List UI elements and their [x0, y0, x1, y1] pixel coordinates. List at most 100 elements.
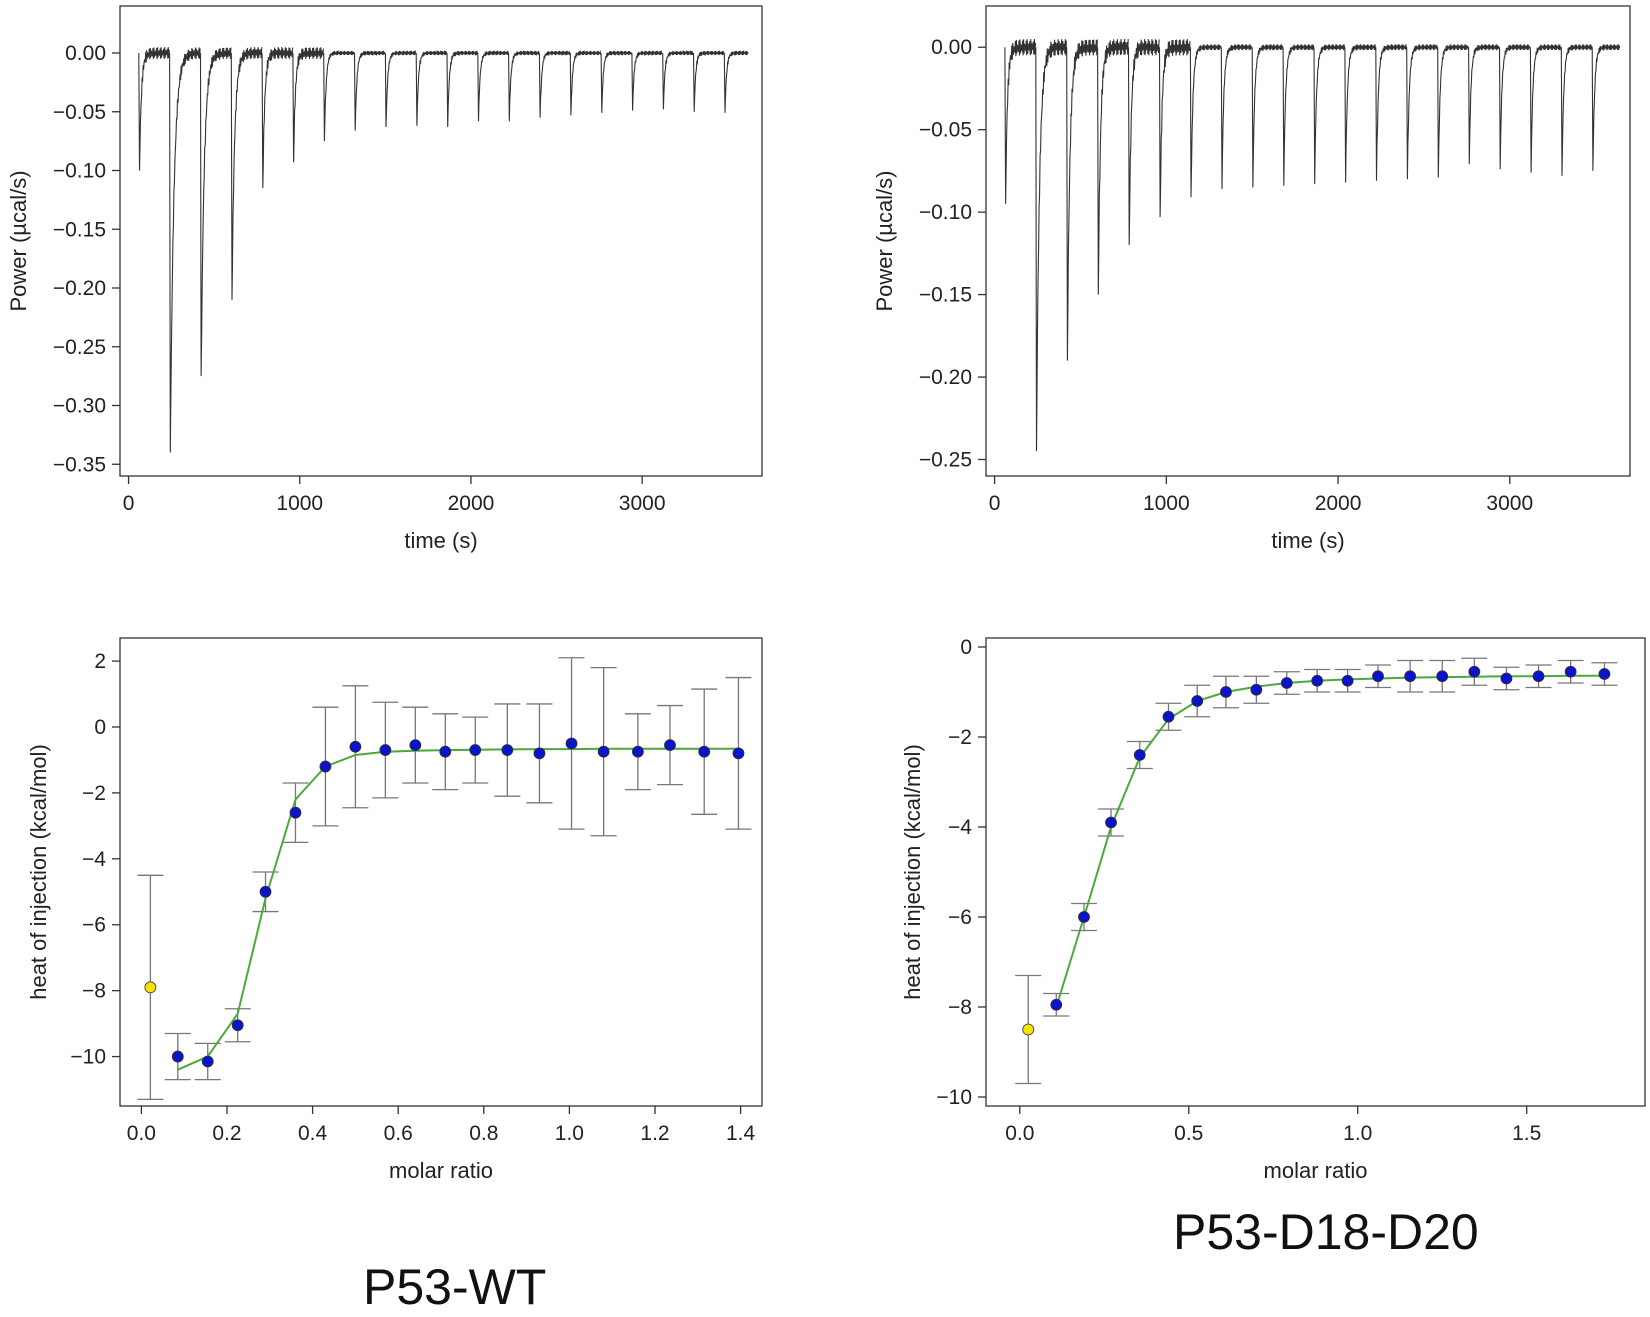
injection-peak: [1591, 44, 1621, 171]
y-tick-label: −0.05: [53, 101, 106, 124]
mutant-thermogram-panel: 0 1000 2000 3000 0.00 −0.05 −0.10 −0.15 −0.20 −0.…: [872, 5, 1631, 553]
injection-peak: [1437, 44, 1469, 178]
x-axis-label: time (s): [1271, 528, 1344, 553]
plot-frame: [985, 637, 1646, 1107]
injection-peak: [1344, 44, 1377, 183]
x-tick-label: 0.4: [298, 1122, 328, 1145]
x-tick-label: 1.2: [640, 1122, 669, 1145]
data-point: [1078, 911, 1090, 923]
y-tick-label: 0.00: [931, 36, 972, 59]
injection-peak: [723, 49, 749, 113]
plot-frame: [119, 5, 763, 477]
data-point: [259, 885, 272, 898]
x-tick-label: 3000: [1486, 492, 1533, 515]
data-point: [1191, 695, 1204, 707]
y-tick-label: −0.15: [919, 284, 972, 307]
data-point: [1311, 674, 1324, 687]
y-tick-label: −4: [82, 848, 106, 871]
y-tick-label: −8: [82, 980, 106, 1003]
y-tick-label: −2: [948, 726, 972, 749]
data-point: [1341, 674, 1354, 687]
y-tick-label: −0.30: [53, 395, 106, 418]
injection-peak: [569, 49, 602, 116]
plot-frame: [985, 5, 1631, 477]
injection-peak: [1406, 44, 1438, 180]
injection-peak: [1313, 44, 1346, 185]
data-point: [1404, 670, 1417, 683]
x-tick-label: 0.0: [127, 1122, 156, 1145]
data-point: [231, 1019, 244, 1032]
injection-peak: [1004, 38, 1037, 204]
x-tick-label: 1000: [276, 492, 323, 515]
injection-peak: [1468, 44, 1500, 165]
y-tick-label: −0.25: [53, 336, 106, 359]
x-tick-label: 0.6: [384, 1122, 413, 1145]
injection-peak: [446, 50, 479, 128]
injection-peak: [1066, 39, 1098, 361]
data-point: [439, 745, 452, 758]
x-axis-label: molar ratio: [1264, 1158, 1368, 1183]
data-point: [1220, 686, 1232, 698]
injection-peak: [538, 50, 571, 118]
x-tick-label: 1.4: [726, 1122, 756, 1145]
data-point: [319, 760, 332, 773]
injection-peak: [169, 47, 201, 453]
wt-thermogram-panel: 0 1000 2000 3000 0.00 −0.05 −0.10 −0.15 −0.20 −0.…: [6, 5, 763, 553]
data-point: [565, 737, 578, 750]
fit-curve: [1055, 674, 1605, 1008]
injection-peak: [1498, 43, 1531, 170]
y-tick-label: −8: [948, 996, 972, 1019]
data-point: [1564, 665, 1577, 678]
y-tick-label: −0.05: [919, 119, 972, 142]
data-point: [289, 806, 302, 819]
injection-peak: [1035, 39, 1067, 452]
injection-peak: [415, 49, 448, 126]
injection-peak: [1220, 44, 1252, 190]
data-point: [1598, 668, 1611, 680]
y-tick-label: −0.20: [53, 277, 106, 300]
data-point: [469, 744, 482, 756]
x-tick-label: 0.8: [469, 1122, 498, 1145]
injection-peak: [1560, 44, 1593, 176]
excluded-data-point: [144, 981, 157, 994]
x-tick-label: 1000: [1143, 492, 1190, 515]
y-tick-label: −0.15: [53, 218, 106, 241]
injection-peak: [600, 50, 633, 113]
mutant-isotherm-panel: 0.0 0.5 1.0 1.5 0 −2 −4 −6 −8 −10 molar ratio heat …: [900, 636, 1646, 1183]
caption-wt: P53-WT: [363, 1259, 547, 1315]
y-tick-label: −6: [82, 914, 106, 937]
y-axis-label: Power (µcal/s): [6, 170, 31, 311]
data-point: [409, 739, 422, 752]
x-tick-label: 1.0: [1343, 1122, 1372, 1145]
data-point: [1133, 749, 1146, 761]
data-point: [501, 744, 514, 756]
x-tick-label: 0: [123, 492, 135, 515]
y-tick-label: −10: [70, 1046, 106, 1069]
y-tick-label: −10: [936, 1086, 972, 1109]
data-point: [349, 740, 362, 753]
injection-peak: [477, 49, 509, 122]
x-tick-label: 2000: [448, 492, 495, 515]
injection-peak: [323, 49, 355, 142]
caption-mutant: P53-D18-D20: [1173, 1204, 1479, 1260]
y-tick-label: 0.00: [65, 42, 106, 65]
injection-peak: [230, 47, 263, 300]
y-tick-label: 2: [94, 650, 106, 673]
injection-peak: [1158, 39, 1191, 218]
y-tick-label: −0.20: [919, 366, 972, 389]
injection-peak: [1097, 38, 1129, 295]
injection-peak: [261, 47, 294, 189]
data-point: [1532, 670, 1545, 683]
y-tick-label: −6: [948, 906, 972, 929]
data-point: [201, 1055, 214, 1068]
injection-peak: [692, 50, 725, 112]
injection-peak: [199, 47, 232, 377]
y-tick-label: 0: [960, 636, 972, 659]
data-point: [1105, 816, 1117, 829]
fit-curve: [177, 747, 739, 1071]
injection-peak: [1251, 43, 1284, 188]
data-point: [597, 745, 610, 758]
injection-peak: [1375, 44, 1407, 181]
excluded-data-point: [1022, 1023, 1035, 1036]
